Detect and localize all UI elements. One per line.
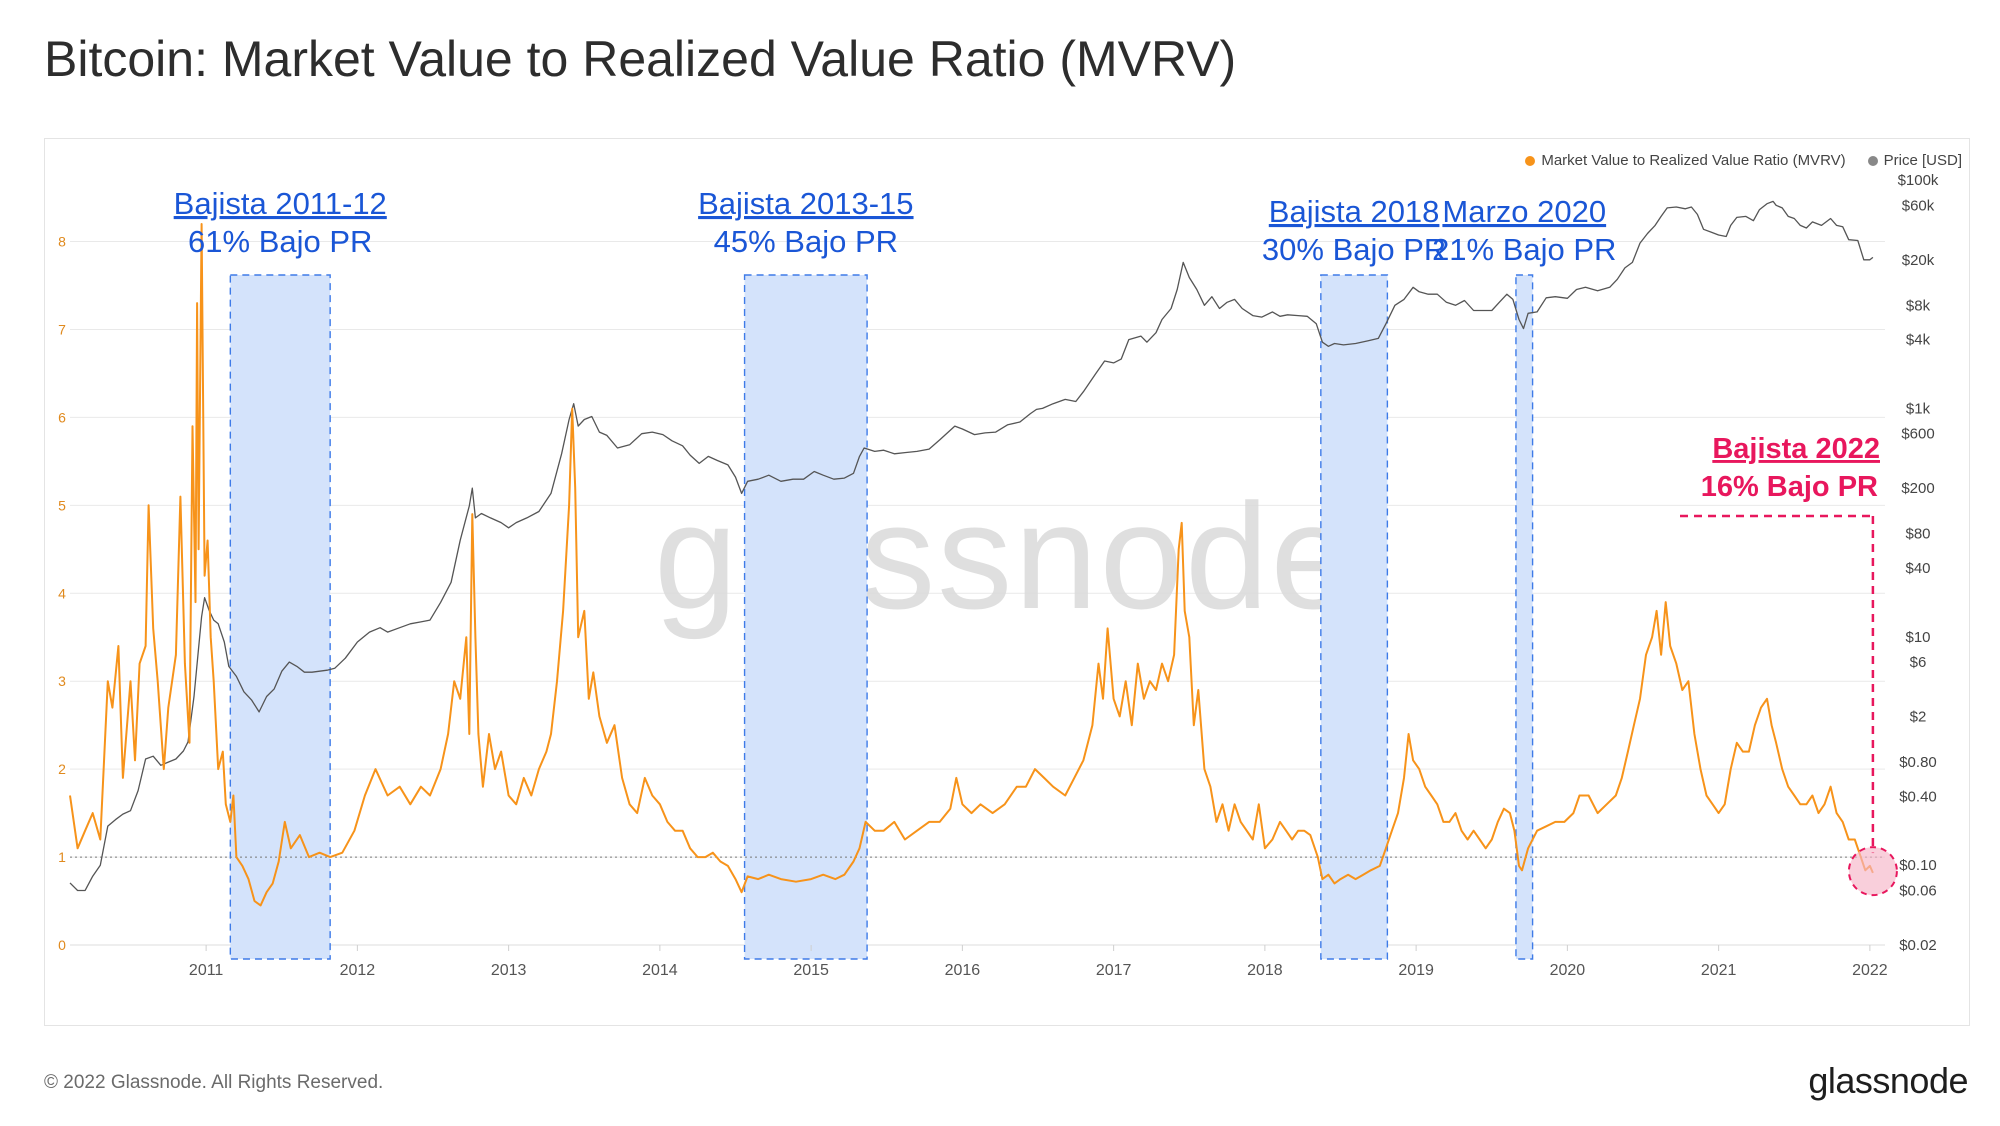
legend-dot-price — [1867, 155, 1878, 166]
x-tick-label-5: 2016 — [945, 962, 981, 979]
page-title: Bitcoin: Market Value to Realized Value … — [44, 31, 1237, 87]
band-rect-1 — [743, 274, 868, 960]
x-tick-label-3: 2014 — [642, 962, 678, 979]
y-right-tick-13: $0.80 — [1899, 754, 1937, 771]
x-tick-label-8: 2019 — [1398, 962, 1434, 979]
x-tick-label-4: 2015 — [793, 962, 829, 979]
band-label-pct-2: 30% Bajo PR — [1262, 232, 1446, 267]
copyright-text: © 2022 Glassnode. All Rights Reserved. — [44, 1072, 384, 1093]
legend-item-mvrv[interactable]: Market Value to Realized Value Ratio (MV… — [1525, 152, 1846, 169]
y-left-tick-7: 7 — [58, 321, 66, 337]
legend-dot-mvrv — [1525, 155, 1536, 166]
y-right-tick-8: $80 — [1905, 526, 1930, 543]
y-left-tick-8: 8 — [58, 234, 66, 250]
y-right-tick-17: $0.02 — [1899, 937, 1937, 954]
y-right-tick-7: $200 — [1901, 480, 1934, 497]
band-rect-2 — [1320, 274, 1389, 960]
y-left-tick-5: 5 — [58, 497, 66, 513]
band-rect-3 — [1515, 274, 1534, 960]
y-left-tick-4: 4 — [58, 585, 66, 601]
x-tick-label-7: 2018 — [1247, 962, 1283, 979]
legend-label-mvrv: Market Value to Realized Value Ratio (MV… — [1541, 152, 1846, 169]
y-right-tick-5: $1k — [1906, 400, 1931, 417]
y-right-tick-4: $4k — [1906, 332, 1931, 349]
band-label-pct-3: 21% Bajo PR — [1432, 232, 1616, 267]
brand-logo[interactable]: glassnode — [1808, 1060, 1968, 1101]
y-right-tick-14: $0.40 — [1899, 788, 1937, 805]
band-label-title-3: Marzo 2020 — [1442, 194, 1606, 229]
current-label-title: Bajista 2022 — [1712, 433, 1880, 465]
y-right-tick-12: $2 — [1910, 709, 1927, 726]
current-label-pct: 16% Bajo PR — [1701, 471, 1878, 503]
mvrv-line — [69, 223, 1874, 907]
y-right-tick-11: $6 — [1910, 654, 1927, 671]
y-right-tick-9: $40 — [1905, 560, 1930, 577]
y-left-tick-1: 1 — [58, 849, 66, 865]
y-right-tick-15: $0.10 — [1899, 857, 1937, 874]
band-label-pct-0: 61% Bajo PR — [188, 224, 372, 259]
y-right-tick-1: $60k — [1902, 197, 1935, 214]
band-label-title-2: Bajista 2018 — [1269, 194, 1440, 229]
band-label-title-1: Bajista 2013-15 — [698, 186, 913, 221]
y-left-tick-0: 0 — [58, 937, 66, 953]
band-label-pct-1: 45% Bajo PR — [714, 224, 898, 259]
price-line — [69, 200, 1874, 892]
current-marker-circle — [1847, 846, 1898, 897]
y-left-tick-2: 2 — [58, 761, 66, 777]
legend-label-price: Price [USD] — [1883, 152, 1962, 169]
x-tick-label-10: 2021 — [1701, 962, 1737, 979]
x-tick-label-9: 2020 — [1550, 962, 1586, 979]
y-right-tick-6: $600 — [1901, 426, 1934, 443]
y-left-tick-6: 6 — [58, 409, 66, 425]
y-right-tick-3: $8k — [1906, 297, 1931, 314]
x-tick-label-2: 2013 — [491, 962, 527, 979]
chart-legend: Market Value to Realized Value Ratio (MV… — [1525, 152, 1962, 169]
band-label-title-0: Bajista 2011-12 — [174, 186, 387, 221]
legend-item-price[interactable]: Price [USD] — [1867, 152, 1962, 169]
x-tick-label-0: 2011 — [189, 962, 224, 979]
y-right-tick-0: $100k — [1898, 172, 1939, 189]
y-right-tick-16: $0.06 — [1899, 883, 1937, 900]
y-left-tick-3: 3 — [58, 673, 66, 689]
chart-frame — [44, 138, 1970, 1026]
x-tick-label-1: 2012 — [340, 962, 376, 979]
x-tick-label-11: 2022 — [1852, 962, 1888, 979]
y-right-tick-2: $20k — [1902, 252, 1935, 269]
y-right-tick-10: $10 — [1905, 629, 1930, 646]
x-tick-label-6: 2017 — [1096, 962, 1132, 979]
